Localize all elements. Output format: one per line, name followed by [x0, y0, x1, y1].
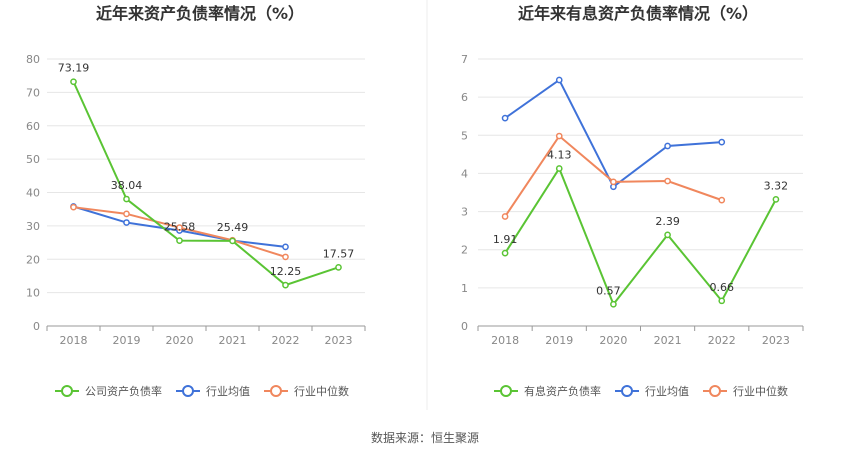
y-tick-label: 4	[461, 167, 468, 180]
data-label: 25.58	[164, 221, 196, 234]
data-point	[555, 165, 563, 172]
source-text: 数据来源：恒生聚源	[371, 430, 479, 445]
chart-panel-1: 近年来资产负债率情况（%） 0 10 20 30 40 50 60 70 80 2018 2019 20…	[26, 4, 366, 398]
legend-marker	[270, 385, 282, 397]
series-line	[504, 166, 777, 307]
data-point	[610, 178, 617, 186]
x-tick-label: 2021	[219, 334, 247, 347]
data-point	[123, 219, 130, 226]
data-label: 17.57	[323, 247, 355, 260]
legend-label: 有息资产负债率	[524, 384, 601, 398]
y-tick-label: 40	[26, 187, 40, 200]
data-point	[123, 210, 130, 218]
x-tick-label: 2023	[325, 334, 353, 347]
legend-item: 行业中位数	[703, 384, 788, 398]
y-tick-label: 6	[461, 91, 468, 104]
legend-label: 行业中位数	[294, 384, 349, 398]
data-point	[555, 132, 563, 140]
y-tick-label: 2	[461, 244, 468, 257]
data-point	[123, 195, 130, 203]
series-line	[72, 81, 339, 287]
x-tick-label: 2022	[272, 334, 300, 347]
x-tick-label: 2020	[599, 334, 627, 347]
data-point	[176, 224, 183, 231]
x-tick-label: 2019	[113, 334, 141, 347]
legend-label: 行业均值	[645, 385, 689, 398]
legend-label: 行业均值	[206, 385, 250, 398]
data-point	[229, 237, 236, 245]
data-label: 1.91	[493, 233, 518, 246]
series-line	[504, 78, 722, 189]
legend-marker	[500, 385, 512, 397]
y-tick-label: 30	[26, 220, 40, 233]
legend-label: 行业中位数	[733, 384, 788, 398]
legend-label: 公司资产负债率	[85, 384, 162, 398]
legend-marker	[61, 385, 73, 397]
data-point	[70, 78, 77, 86]
data-point	[718, 297, 726, 305]
legend-item: 有息资产负债率	[494, 384, 601, 398]
data-point	[772, 196, 780, 203]
legend-marker	[621, 385, 633, 397]
y-tick-label: 10	[26, 287, 40, 300]
y-tick-label: 80	[26, 53, 40, 66]
legend-item: 行业中位数	[264, 384, 349, 398]
series-line	[504, 134, 723, 218]
data-label: 0.66	[710, 281, 735, 294]
data-label: 4.13	[547, 148, 572, 161]
chart-title: 近年来有息资产负债率情况（%）	[518, 4, 758, 23]
x-tick-label: 2023	[762, 334, 790, 347]
y-tick-label: 0	[33, 320, 40, 333]
data-label: 12.25	[270, 265, 302, 278]
data-point	[664, 177, 671, 185]
data-point	[664, 231, 671, 239]
chart-title: 近年来资产负债率情况（%）	[96, 4, 304, 23]
data-point	[282, 253, 289, 261]
data-point	[718, 138, 726, 146]
y-tick-label: 50	[26, 153, 40, 166]
data-point	[501, 213, 509, 220]
data-point	[282, 281, 289, 289]
data-point	[610, 300, 617, 308]
y-tick-label: 20	[26, 253, 40, 266]
data-point	[501, 249, 509, 257]
y-tick-label: 3	[461, 206, 468, 219]
x-tick-label: 2018	[60, 334, 88, 347]
y-tick-label: 60	[26, 120, 40, 133]
data-point	[70, 203, 77, 211]
data-point	[282, 243, 289, 251]
data-point	[718, 196, 726, 204]
data-point	[176, 237, 183, 244]
data-label: 2.39	[655, 215, 680, 228]
data-label: 3.32	[764, 179, 789, 192]
data-label: 0.57	[596, 284, 621, 297]
legend-item: 行业均值	[615, 385, 689, 398]
data-point	[555, 76, 563, 84]
data-point	[664, 142, 671, 150]
legend-marker	[709, 385, 721, 397]
y-tick-label: 7	[461, 53, 468, 66]
x-tick-label: 2018	[491, 334, 519, 347]
y-tick-label: 0	[461, 320, 468, 333]
data-point	[335, 264, 342, 271]
legend-marker	[182, 385, 194, 397]
x-tick-label: 2021	[654, 334, 682, 347]
x-tick-label: 2020	[166, 334, 194, 347]
data-point	[501, 114, 509, 122]
x-tick-label: 2019	[545, 334, 573, 347]
legend-item: 公司资产负债率	[55, 384, 162, 398]
chart-panel-2: 近年来有息资产负债率情况（%） 0 1 2 3 4 5 6 7 2018 2019 2020 2021 2…	[461, 4, 804, 398]
y-tick-label: 70	[26, 86, 40, 99]
y-tick-label: 1	[461, 282, 468, 295]
data-label: 25.49	[217, 221, 249, 234]
legend-item: 行业均值	[176, 385, 250, 398]
data-label: 73.19	[58, 62, 90, 75]
x-tick-label: 2022	[708, 334, 736, 347]
y-tick-label: 5	[461, 129, 468, 142]
data-label: 38.04	[111, 179, 143, 192]
